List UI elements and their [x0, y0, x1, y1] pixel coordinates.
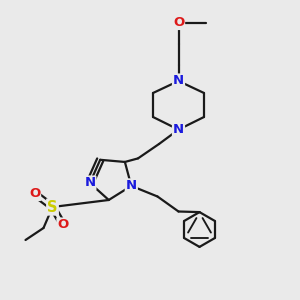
Text: N: N — [173, 123, 184, 136]
Text: N: N — [173, 74, 184, 88]
Text: N: N — [126, 179, 137, 192]
Text: S: S — [47, 200, 58, 214]
Text: N: N — [84, 176, 95, 190]
Text: O: O — [173, 16, 184, 29]
Text: O: O — [29, 187, 40, 200]
Text: O: O — [57, 218, 69, 232]
